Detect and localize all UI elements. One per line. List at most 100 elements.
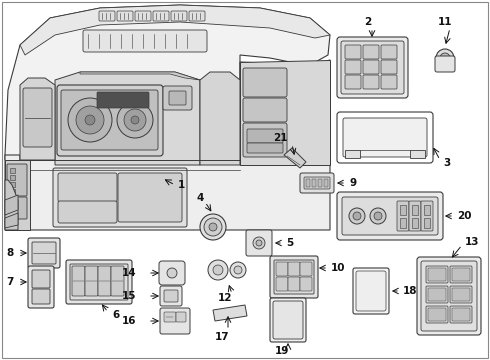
FancyBboxPatch shape: [381, 75, 397, 89]
FancyBboxPatch shape: [337, 192, 443, 240]
FancyBboxPatch shape: [176, 312, 186, 322]
FancyBboxPatch shape: [61, 90, 158, 150]
FancyBboxPatch shape: [428, 308, 446, 321]
Text: 21: 21: [273, 133, 287, 143]
FancyBboxPatch shape: [28, 266, 54, 308]
Circle shape: [370, 208, 386, 224]
FancyBboxPatch shape: [153, 11, 169, 21]
Circle shape: [208, 260, 228, 280]
Circle shape: [213, 265, 223, 275]
Text: 20: 20: [457, 211, 471, 221]
Bar: [312, 179, 316, 187]
Bar: [10, 168, 15, 173]
FancyBboxPatch shape: [381, 45, 397, 59]
Text: 7: 7: [7, 277, 14, 287]
Bar: [400, 218, 406, 228]
FancyBboxPatch shape: [341, 41, 404, 94]
Text: 14: 14: [122, 268, 136, 278]
Circle shape: [200, 214, 226, 240]
FancyBboxPatch shape: [117, 11, 133, 21]
FancyBboxPatch shape: [164, 312, 176, 322]
Text: 15: 15: [122, 291, 136, 301]
Circle shape: [253, 237, 265, 249]
Text: 6: 6: [112, 310, 119, 320]
FancyBboxPatch shape: [428, 288, 446, 301]
Bar: [306, 179, 310, 187]
Circle shape: [68, 98, 112, 142]
FancyBboxPatch shape: [58, 201, 117, 223]
Circle shape: [256, 240, 262, 246]
FancyBboxPatch shape: [426, 286, 448, 303]
FancyBboxPatch shape: [247, 143, 283, 153]
FancyBboxPatch shape: [337, 37, 408, 98]
Bar: [10, 208, 15, 213]
FancyBboxPatch shape: [342, 197, 438, 235]
Bar: [424, 218, 430, 228]
FancyBboxPatch shape: [300, 173, 334, 193]
FancyBboxPatch shape: [243, 68, 287, 97]
FancyBboxPatch shape: [363, 75, 379, 89]
FancyBboxPatch shape: [85, 266, 98, 296]
Circle shape: [167, 268, 177, 278]
Bar: [10, 215, 15, 220]
FancyBboxPatch shape: [270, 298, 306, 342]
Circle shape: [117, 102, 153, 138]
FancyBboxPatch shape: [343, 118, 427, 157]
Text: 5: 5: [286, 238, 293, 248]
FancyBboxPatch shape: [159, 261, 185, 285]
FancyBboxPatch shape: [53, 168, 187, 227]
Polygon shape: [284, 148, 306, 168]
FancyBboxPatch shape: [452, 268, 470, 281]
Text: 12: 12: [218, 293, 232, 303]
Bar: [10, 175, 15, 180]
Polygon shape: [5, 180, 18, 230]
FancyBboxPatch shape: [356, 271, 386, 311]
FancyBboxPatch shape: [247, 129, 283, 143]
Text: 2: 2: [365, 17, 371, 27]
Polygon shape: [20, 78, 55, 160]
FancyBboxPatch shape: [345, 60, 361, 74]
FancyBboxPatch shape: [98, 266, 111, 296]
FancyBboxPatch shape: [274, 260, 314, 294]
FancyBboxPatch shape: [345, 75, 361, 89]
FancyBboxPatch shape: [345, 45, 361, 59]
FancyBboxPatch shape: [270, 256, 318, 298]
FancyBboxPatch shape: [273, 301, 303, 339]
Text: 13: 13: [465, 237, 480, 247]
Circle shape: [440, 53, 450, 63]
Circle shape: [230, 262, 246, 278]
FancyBboxPatch shape: [66, 260, 132, 304]
FancyBboxPatch shape: [421, 201, 433, 231]
FancyBboxPatch shape: [276, 277, 288, 291]
FancyBboxPatch shape: [32, 289, 50, 304]
Text: 19: 19: [275, 346, 289, 356]
FancyBboxPatch shape: [452, 288, 470, 301]
FancyBboxPatch shape: [118, 173, 182, 222]
FancyBboxPatch shape: [160, 308, 190, 334]
FancyBboxPatch shape: [288, 277, 300, 291]
Bar: [424, 205, 430, 215]
Circle shape: [234, 266, 242, 274]
Circle shape: [204, 218, 222, 236]
Polygon shape: [80, 72, 200, 80]
Bar: [345, 150, 360, 158]
FancyBboxPatch shape: [435, 56, 455, 72]
FancyBboxPatch shape: [243, 123, 287, 157]
Text: 3: 3: [443, 158, 450, 168]
Circle shape: [124, 109, 146, 131]
FancyBboxPatch shape: [243, 98, 287, 122]
FancyBboxPatch shape: [7, 197, 27, 219]
FancyBboxPatch shape: [7, 164, 27, 196]
Text: 4: 4: [196, 193, 204, 203]
FancyBboxPatch shape: [57, 85, 163, 156]
FancyBboxPatch shape: [160, 286, 182, 306]
FancyBboxPatch shape: [363, 60, 379, 74]
FancyBboxPatch shape: [189, 11, 205, 21]
Polygon shape: [213, 305, 247, 321]
FancyBboxPatch shape: [276, 262, 288, 276]
FancyBboxPatch shape: [99, 11, 115, 21]
FancyBboxPatch shape: [32, 270, 50, 288]
Bar: [10, 196, 15, 201]
Bar: [412, 218, 418, 228]
FancyBboxPatch shape: [452, 308, 470, 321]
